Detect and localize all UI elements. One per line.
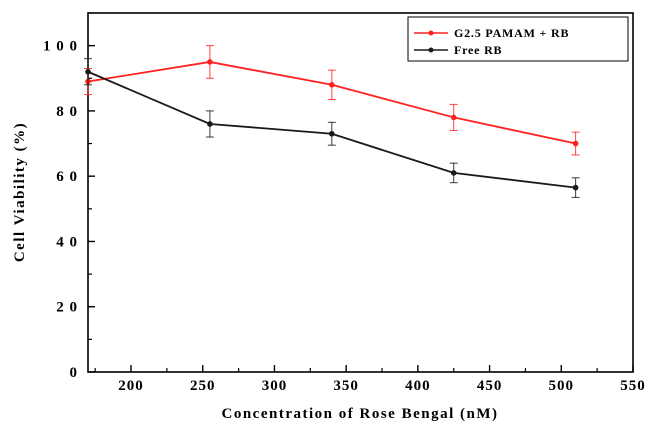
x-axis-ticks: 200 250 300 350 400 450 500 550 xyxy=(94,365,646,394)
y-axis-ticks: 0 2 0 4 0 6 0 8 0 1 0 0 xyxy=(43,12,95,381)
series-1 xyxy=(84,58,580,198)
x-tick-label: 400 xyxy=(405,378,431,394)
data-point xyxy=(207,59,213,65)
data-point xyxy=(207,121,213,127)
x-tick-label: 200 xyxy=(118,378,144,394)
legend: G2.5 PAMAM + RB Free RB xyxy=(407,16,629,62)
data-point xyxy=(329,82,335,88)
series-layer xyxy=(84,45,580,198)
x-tick-label: 300 xyxy=(262,378,288,394)
data-point xyxy=(450,114,457,121)
data-point xyxy=(572,140,579,147)
x-tick-label: 550 xyxy=(620,378,646,394)
legend-box xyxy=(407,16,629,62)
y-tick-label: 8 0 xyxy=(56,104,78,120)
y-tick-label: 6 0 xyxy=(56,169,78,185)
y-tick-label: 4 0 xyxy=(56,234,78,250)
y-tick-label: 1 0 0 xyxy=(43,39,78,55)
legend-label-free-rb: Free RB xyxy=(454,43,502,57)
x-tick-label: 500 xyxy=(549,378,575,394)
data-point xyxy=(85,68,91,75)
y-tick-label: 2 0 xyxy=(56,300,78,316)
x-tick-label: 450 xyxy=(477,378,503,394)
x-tick-label: 250 xyxy=(190,378,216,394)
legend-marker-free-rb xyxy=(428,47,434,53)
y-axis-label: Cell Viability (%) xyxy=(12,122,28,262)
data-point xyxy=(450,170,457,176)
y-tick-label: 0 xyxy=(70,365,79,381)
data-point xyxy=(572,184,579,191)
plot-frame xyxy=(87,12,634,373)
x-axis-label: Concentration of Rose Bengal (nM) xyxy=(222,406,499,422)
x-tick-label: 350 xyxy=(333,378,359,394)
legend-marker-pamam xyxy=(428,30,434,36)
legend-label-pamam: G2.5 PAMAM + RB xyxy=(454,26,569,40)
data-point xyxy=(329,130,335,137)
